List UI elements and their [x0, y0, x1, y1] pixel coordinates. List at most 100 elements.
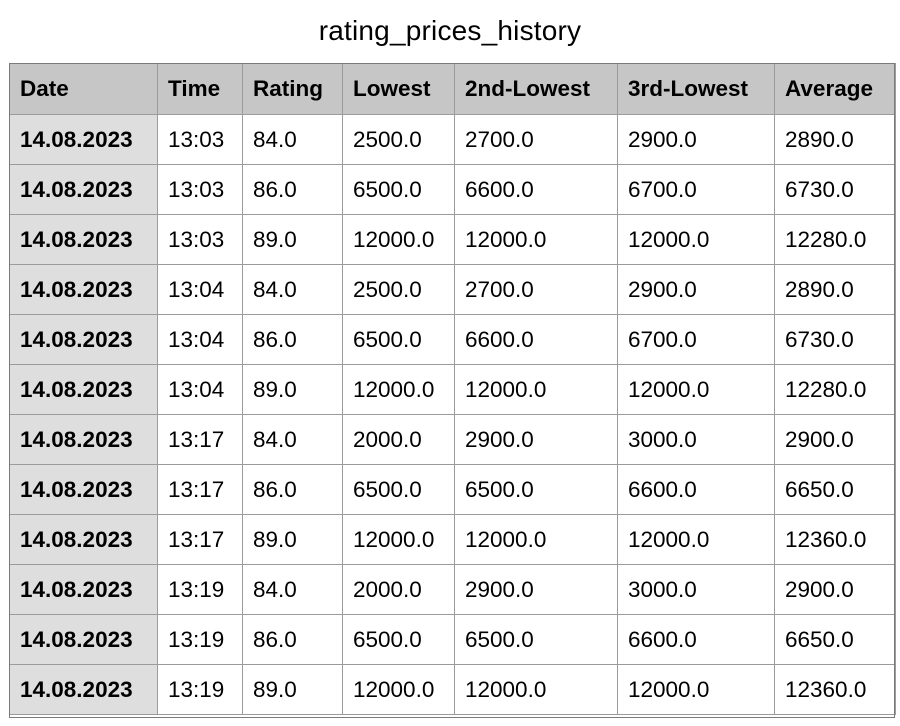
average-cell: 6730.0	[774, 314, 896, 365]
third-lowest-cell: 2900.0	[617, 114, 775, 165]
date-cell: 14.08.2023	[9, 514, 158, 565]
date-cell: 14.08.2023	[9, 314, 158, 365]
rating-cell: 89.0	[242, 664, 343, 715]
average-cell: 6730.0	[774, 164, 896, 215]
third-lowest-cell: 6600.0	[617, 464, 775, 515]
lowest-cell: 12000.0	[342, 364, 455, 415]
time-cell: 13:19	[157, 564, 243, 615]
date-cell: 14.08.2023	[9, 564, 158, 615]
third-lowest-cell: 6600.0	[617, 614, 775, 665]
average-cell: 2890.0	[774, 264, 896, 315]
third-lowest-cell: 6700.0	[617, 164, 775, 215]
table-row: 14.08.2023 13:04 86.0 6500.0 6600.0 6700…	[9, 314, 896, 365]
rating-cell: 89.0	[242, 364, 343, 415]
second-lowest-cell: 6500.0	[454, 614, 618, 665]
lowest-cell: 12000.0	[342, 514, 455, 565]
second-lowest-cell: 6600.0	[454, 314, 618, 365]
average-cell: 12280.0	[774, 214, 896, 265]
time-cell: 13:17	[157, 414, 243, 465]
time-cell: 13:04	[157, 314, 243, 365]
lowest-cell: 6500.0	[342, 614, 455, 665]
third-lowest-cell: 3000.0	[617, 564, 775, 615]
rating-cell: 84.0	[242, 114, 343, 165]
third-lowest-cell: 12000.0	[617, 514, 775, 565]
column-header-average: Average	[774, 63, 896, 115]
table-row: 14.08.2023 13:17 89.0 12000.0 12000.0 12…	[9, 514, 896, 565]
table-row: 14.08.2023 13:17 84.0 2000.0 2900.0 3000…	[9, 414, 896, 465]
time-cell: 13:19	[157, 614, 243, 665]
average-cell: 6650.0	[774, 614, 896, 665]
average-cell: 12280.0	[774, 364, 896, 415]
table-row: 14.08.2023 13:19 89.0 12000.0 12000.0 12…	[9, 664, 896, 715]
date-cell: 14.08.2023	[9, 264, 158, 315]
date-cell: 14.08.2023	[9, 464, 158, 515]
average-cell: 12360.0	[774, 664, 896, 715]
average-cell: 2900.0	[774, 414, 896, 465]
third-lowest-cell: 6700.0	[617, 314, 775, 365]
lowest-cell: 6500.0	[342, 464, 455, 515]
column-header-rating: Rating	[242, 63, 343, 115]
column-header-2nd-lowest: 2nd-Lowest	[454, 63, 618, 115]
rating-cell: 86.0	[242, 614, 343, 665]
lowest-cell: 2500.0	[342, 114, 455, 165]
time-cell: 13:04	[157, 364, 243, 415]
rating-cell: 86.0	[242, 314, 343, 365]
date-cell: 14.08.2023	[9, 364, 158, 415]
third-lowest-cell: 3000.0	[617, 414, 775, 465]
column-header-time: Time	[157, 63, 243, 115]
time-cell: 13:03	[157, 114, 243, 165]
third-lowest-cell: 12000.0	[617, 364, 775, 415]
table-row: 14.08.2023 13:04 89.0 12000.0 12000.0 12…	[9, 364, 896, 415]
time-cell: 13:04	[157, 264, 243, 315]
second-lowest-cell: 12000.0	[454, 514, 618, 565]
lowest-cell: 2000.0	[342, 414, 455, 465]
lowest-cell: 12000.0	[342, 664, 455, 715]
rating-cell: 89.0	[242, 514, 343, 565]
rating-cell: 84.0	[242, 414, 343, 465]
date-cell: 14.08.2023	[9, 614, 158, 665]
column-header-3rd-lowest: 3rd-Lowest	[617, 63, 775, 115]
average-cell: 12360.0	[774, 514, 896, 565]
rating-cell: 86.0	[242, 464, 343, 515]
table-row: 14.08.2023 13:04 84.0 2500.0 2700.0 2900…	[9, 264, 896, 315]
second-lowest-cell: 2900.0	[454, 414, 618, 465]
time-cell: 13:03	[157, 164, 243, 215]
average-cell: 2890.0	[774, 114, 896, 165]
third-lowest-cell: 12000.0	[617, 664, 775, 715]
time-cell: 13:17	[157, 464, 243, 515]
second-lowest-cell: 12000.0	[454, 364, 618, 415]
time-cell: 13:19	[157, 664, 243, 715]
second-lowest-cell: 6500.0	[454, 464, 618, 515]
rating-cell: 84.0	[242, 564, 343, 615]
header-row: Date Time Rating Lowest 2nd-Lowest 3rd-L…	[9, 63, 896, 115]
table-row: 14.08.2023 13:17 86.0 6500.0 6500.0 6600…	[9, 464, 896, 515]
rating-cell: 89.0	[242, 214, 343, 265]
table-row: 14.08.2023 13:03 86.0 6500.0 6600.0 6700…	[9, 164, 896, 215]
lowest-cell: 6500.0	[342, 314, 455, 365]
average-cell: 6650.0	[774, 464, 896, 515]
date-cell: 14.08.2023	[9, 164, 158, 215]
time-cell: 13:17	[157, 514, 243, 565]
third-lowest-cell: 2900.0	[617, 264, 775, 315]
table-title: rating_prices_history	[318, 15, 582, 46]
rating-cell: 84.0	[242, 264, 343, 315]
lowest-cell: 12000.0	[342, 214, 455, 265]
table-row: 14.08.2023 13:03 89.0 12000.0 12000.0 12…	[9, 214, 896, 265]
lowest-cell: 2000.0	[342, 564, 455, 615]
rating-cell: 86.0	[242, 164, 343, 215]
date-cell: 14.08.2023	[9, 664, 158, 715]
column-header-lowest: Lowest	[342, 63, 455, 115]
table-header: Date Time Rating Lowest 2nd-Lowest 3rd-L…	[9, 63, 896, 115]
table-body: 14.08.2023 13:03 84.0 2500.0 2700.0 2900…	[9, 114, 896, 715]
table-row: 14.08.2023 13:19 84.0 2000.0 2900.0 3000…	[9, 564, 896, 615]
lowest-cell: 2500.0	[342, 264, 455, 315]
second-lowest-cell: 2700.0	[454, 264, 618, 315]
table-row: 14.08.2023 13:19 86.0 6500.0 6500.0 6600…	[9, 614, 896, 665]
column-header-date: Date	[9, 63, 158, 115]
lowest-cell: 6500.0	[342, 164, 455, 215]
time-cell: 13:03	[157, 214, 243, 265]
second-lowest-cell: 12000.0	[454, 664, 618, 715]
date-cell: 14.08.2023	[9, 414, 158, 465]
second-lowest-cell: 2900.0	[454, 564, 618, 615]
average-cell: 2900.0	[774, 564, 896, 615]
